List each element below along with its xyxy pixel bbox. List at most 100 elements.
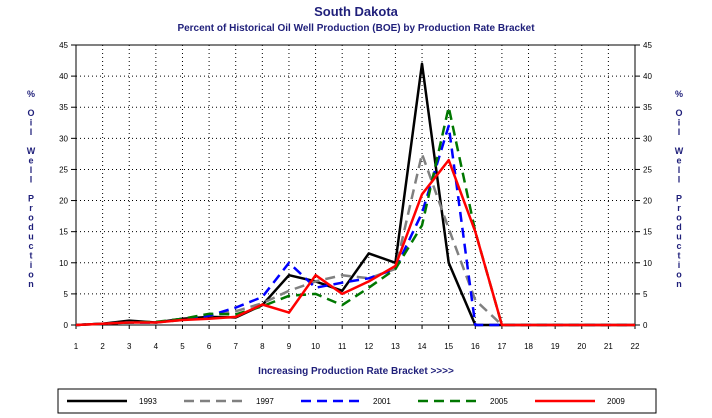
x-tick-label: 17 — [497, 342, 506, 351]
y-axis-label-char: e — [676, 156, 681, 166]
y-tick-label-left: 15 — [59, 228, 68, 237]
series-line-1993 — [75, 62, 635, 327]
y-axis-label-char: l — [678, 175, 681, 185]
y-axis-label-char: t — [30, 251, 33, 261]
x-tick-label: 13 — [391, 342, 400, 351]
x-tick-label: 9 — [287, 342, 292, 351]
x-tick-label: 10 — [311, 342, 320, 351]
grid — [76, 45, 635, 325]
y-tick-label-left: 5 — [64, 290, 69, 299]
y-axis-label-char: o — [28, 270, 34, 280]
y-axis-label-char: r — [29, 203, 33, 213]
y-tick-label-right: 45 — [643, 41, 652, 50]
y-axis-label-char: P — [28, 194, 34, 204]
series-line-2009 — [75, 158, 635, 327]
y-axis-label-char: u — [676, 232, 682, 242]
y-axis-label-char: u — [28, 232, 34, 242]
y-tick-label-right: 0 — [643, 321, 648, 330]
legend-label-2005: 2005 — [490, 397, 508, 406]
y-axis-label-char: W — [27, 146, 36, 156]
y-axis-label-char: l — [30, 175, 33, 185]
y-axis-label-char: O — [27, 108, 34, 118]
y-axis-label-char: O — [675, 108, 682, 118]
y-axis-label-char: o — [28, 213, 34, 223]
y-axis-label-char: n — [676, 279, 682, 289]
plot-frame — [75, 44, 636, 326]
series-line-2005 — [75, 105, 635, 327]
x-tick-label: 22 — [631, 342, 640, 351]
x-tick-label: 15 — [444, 342, 453, 351]
y-tick-label-left: 30 — [59, 134, 68, 143]
y-tick-label-right: 5 — [643, 290, 648, 299]
x-tick-label: 16 — [471, 342, 480, 351]
x-tick-label: 3 — [127, 342, 132, 351]
y-axis-label-char: c — [676, 241, 681, 251]
y-axis-label-char: % — [27, 89, 35, 99]
y-tick-label-right: 40 — [643, 72, 652, 81]
y-axis-label-char: o — [676, 270, 682, 280]
y-tick-label-right: 20 — [643, 197, 652, 206]
y-axis-label-char: W — [675, 146, 684, 156]
x-tick-label: 11 — [338, 342, 347, 351]
x-tick-label: 7 — [233, 342, 238, 351]
y-tick-label-left: 25 — [59, 165, 68, 174]
y-axis-label-char: l — [678, 165, 681, 175]
legend-label-1993: 1993 — [139, 397, 157, 406]
series-line-1997 — [75, 152, 635, 327]
legend: 1993 1997 2001 2005 2009 — [67, 397, 625, 406]
y-axis-label-char: r — [677, 203, 681, 213]
y-axis-label-char: d — [28, 222, 34, 232]
y-axis-label-char: l — [678, 127, 681, 137]
x-tick-label: 21 — [604, 342, 613, 351]
y-axis-right: 0 5 10 15 20 25 30 35 40 45 — [635, 41, 652, 330]
y-axis-label-char: t — [678, 251, 681, 261]
y-axis-label-char: o — [676, 213, 682, 223]
y-tick-label-left: 20 — [59, 197, 68, 206]
y-tick-label-left: 0 — [64, 321, 69, 330]
y-axis-label-char: c — [28, 241, 33, 251]
y-tick-label-left: 40 — [59, 72, 68, 81]
x-tick-label: 6 — [207, 342, 212, 351]
x-tick-label: 18 — [524, 342, 533, 351]
legend-label-2001: 2001 — [373, 397, 391, 406]
y-tick-label-left: 35 — [59, 103, 68, 112]
x-tick-label: 20 — [577, 342, 586, 351]
y-axis-label-char: i — [678, 260, 681, 270]
x-tick-label: 8 — [260, 342, 265, 351]
y-axis-label-char: d — [676, 222, 682, 232]
legend-label-1997: 1997 — [256, 397, 274, 406]
x-tick-label: 2 — [100, 342, 105, 351]
y-tick-label-right: 10 — [643, 259, 652, 268]
x-tick-label: 4 — [154, 342, 159, 351]
x-tick-label: 19 — [551, 342, 560, 351]
x-axis-label: Increasing Production Rate Bracket >>>> — [258, 366, 454, 377]
y-axis-label-char: l — [30, 127, 33, 137]
y-axis-label-char: P — [676, 194, 682, 204]
y-tick-label-left: 45 — [59, 41, 68, 50]
y-axis-label-char: % — [675, 89, 683, 99]
y-axis-label-char: l — [30, 165, 33, 175]
x-tick-label: 14 — [418, 342, 427, 351]
x-tick-label: 5 — [180, 342, 185, 351]
x-tick-label: 12 — [364, 342, 373, 351]
legend-label-2009: 2009 — [607, 397, 625, 406]
series-lines — [75, 62, 635, 327]
chart-subtitle: Percent of Historical Oil Well Productio… — [177, 23, 535, 34]
y-tick-label-right: 35 — [643, 103, 652, 112]
y-axis-label-char: i — [30, 260, 33, 270]
y-axis-label-char: i — [30, 118, 33, 128]
chart-title: South Dakota — [314, 4, 399, 19]
y-axis-label-char: i — [678, 118, 681, 128]
y-axis-left: 0 5 10 15 20 25 30 35 40 45 — [59, 41, 76, 330]
y-tick-label-right: 15 — [643, 228, 652, 237]
y-tick-label-right: 25 — [643, 165, 652, 174]
x-axis: 1 2 3 4 5 6 7 8 9 10 11 12 13 14 15 16 17 18 19 20 21 22 — [74, 325, 640, 351]
y-tick-label-left: 10 — [59, 259, 68, 268]
x-tick-label: 1 — [74, 342, 79, 351]
y-tick-label-right: 30 — [643, 134, 652, 143]
y-axis-label-char: e — [28, 156, 33, 166]
y-axis-label-char: n — [28, 279, 34, 289]
